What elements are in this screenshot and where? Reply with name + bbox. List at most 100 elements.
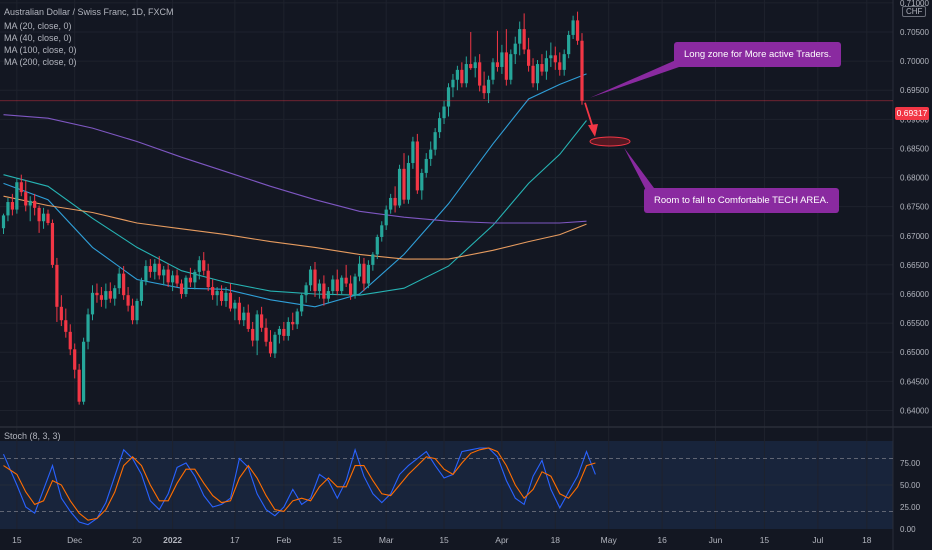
target-zone-ellipse	[589, 136, 631, 147]
candle-body	[41, 213, 46, 222]
ma200-legend[interactable]: MA (200, close, 0)	[4, 57, 77, 67]
candle-body	[206, 270, 210, 288]
overlay	[0, 60, 893, 194]
candle-body	[86, 314, 90, 342]
candle-body	[193, 271, 197, 283]
candle-body	[122, 273, 126, 296]
candle-body	[291, 321, 295, 325]
price-tick-label: 0.69500	[900, 86, 929, 95]
time-tick-label: 20	[132, 535, 142, 545]
candle-body	[135, 300, 139, 321]
candles	[1, 11, 584, 405]
candle-body	[153, 263, 157, 272]
candle-body	[130, 305, 135, 321]
price-tick-label: 0.65500	[900, 319, 929, 328]
down-arrow-head	[588, 124, 598, 137]
price-tick-label: 0.71000	[900, 0, 929, 8]
candle-body	[197, 260, 201, 272]
stoch-axis[interactable]: 75.00 50.00 25.00 0.00	[900, 459, 921, 534]
candle-body	[317, 283, 322, 292]
time-axis[interactable]: 15 Dec 20 2022 17 Feb 15 Mar 15 Apr 18 May 16 Jun 15 Ju…	[12, 535, 872, 545]
ma40-legend[interactable]: MA (40, close, 0)	[4, 33, 72, 43]
candle-body	[19, 182, 23, 193]
candle-body	[82, 341, 86, 402]
candle-body	[380, 225, 384, 237]
candle-body	[308, 269, 313, 286]
candle-body	[286, 321, 290, 336]
price-tick-label: 0.67000	[900, 232, 929, 241]
candle-body	[15, 182, 19, 210]
candle-body	[544, 58, 548, 72]
candle-body	[37, 207, 41, 222]
price-axis[interactable]: 0.710000.705000.700000.695000.690000.685…	[900, 0, 929, 415]
candle-body	[473, 62, 477, 69]
candle-body	[99, 295, 103, 300]
candle-body	[482, 85, 486, 94]
time-tick-label: 17	[230, 535, 240, 545]
price-tick-label: 0.66000	[900, 290, 929, 299]
price-tick-label: 0.67500	[900, 203, 929, 212]
candle-body	[28, 200, 32, 206]
last-price-tag: 0.69317	[895, 107, 929, 120]
candle-body	[393, 197, 397, 206]
candle-body	[95, 292, 99, 296]
time-tick-label: 15	[333, 535, 343, 545]
price-tick-label: 0.64500	[900, 377, 929, 386]
candle-body	[228, 292, 233, 309]
candle-body	[549, 55, 553, 59]
candle-body	[215, 291, 219, 296]
stoch-tick-label: 25.00	[900, 503, 921, 512]
candle-body	[233, 302, 237, 309]
candle-body	[344, 277, 348, 284]
candle-body	[77, 369, 81, 402]
candle-body	[455, 69, 459, 80]
candle-body	[162, 269, 166, 276]
time-tick-label: 18	[551, 535, 561, 545]
candle-body	[562, 54, 566, 70]
candle-body	[349, 283, 353, 296]
symbol-title: Australian Dollar / Swiss Franc, 1D, FXC…	[4, 7, 174, 17]
candle-body	[6, 202, 10, 216]
candle-body	[340, 277, 344, 292]
candle-body	[486, 79, 491, 94]
stoch-legend[interactable]: Stoch (8, 3, 3)	[4, 431, 61, 441]
candle-body	[371, 254, 375, 265]
candle-body	[144, 266, 148, 282]
candle-body	[429, 149, 433, 159]
candle-body	[184, 277, 188, 295]
currency-badge[interactable]: CHF	[902, 6, 927, 17]
candle-body	[188, 277, 192, 283]
candle-body	[491, 62, 495, 80]
candle-body	[219, 291, 224, 301]
candle-body	[357, 263, 362, 277]
time-tick-label: Feb	[277, 535, 292, 545]
candle-body	[157, 263, 161, 276]
candle-body	[295, 311, 299, 325]
price-tick-label: 0.64000	[900, 406, 929, 415]
candle-body	[362, 263, 366, 284]
candle-body	[389, 197, 393, 210]
ma20-legend[interactable]: MA (20, close, 0)	[4, 21, 72, 31]
candle-body	[353, 276, 357, 296]
candle-body	[1, 215, 6, 229]
candle-body	[406, 163, 411, 200]
price-tick-label: 0.68000	[900, 174, 929, 183]
candle-body	[509, 54, 513, 80]
candle-body	[571, 20, 575, 35]
candle-body	[397, 168, 402, 206]
candle-body	[442, 106, 446, 119]
candle-body	[495, 62, 500, 67]
candle-body	[384, 209, 388, 226]
candle-body	[553, 55, 557, 63]
candle-body	[420, 172, 424, 191]
ma100-legend[interactable]: MA (100, close, 0)	[4, 45, 77, 55]
price-tick-label: 0.70500	[900, 28, 929, 37]
time-tick-label: Apr	[495, 535, 508, 545]
candle-body	[273, 334, 277, 354]
stoch-tick-label: 75.00	[900, 459, 921, 468]
candle-body	[148, 266, 152, 272]
candle-body	[24, 192, 28, 206]
candle-body	[580, 40, 584, 101]
candle-body	[237, 302, 241, 321]
